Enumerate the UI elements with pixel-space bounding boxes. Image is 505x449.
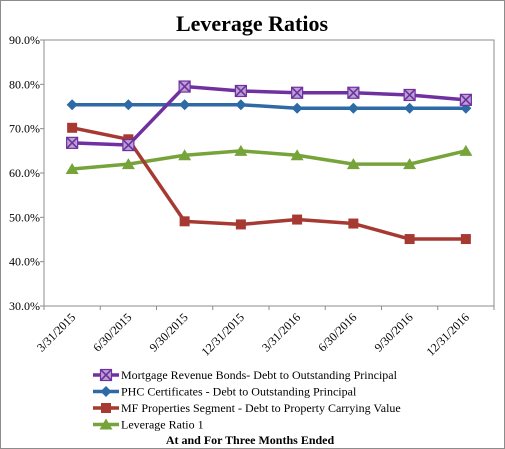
data-point-marker — [290, 149, 304, 161]
y-tick-label: 70.0% — [9, 122, 40, 136]
data-point-marker — [347, 102, 359, 114]
series-3 — [65, 144, 473, 175]
data-point-marker — [66, 99, 78, 111]
series-0 — [66, 80, 472, 152]
series-1 — [66, 99, 472, 114]
x-tick-label: 3/31/2015 — [34, 310, 78, 354]
legend-label: MF Properties Segment - Debt to Property… — [121, 401, 401, 415]
y-tick-label: 30.0% — [9, 299, 40, 313]
legend-marker — [100, 386, 112, 397]
data-point-marker — [179, 216, 190, 227]
data-point-marker — [459, 93, 472, 106]
data-point-marker — [178, 149, 192, 161]
data-point-marker — [291, 102, 303, 114]
x-axis: 3/31/2015 6/30/2015 9/30/2015 12/31/2015 3/3… — [34, 306, 495, 359]
data-point-marker — [66, 136, 79, 149]
x-tick-label: 12/31/2015 — [198, 310, 247, 359]
data-point-marker — [460, 234, 471, 245]
data-point-marker — [121, 158, 135, 170]
data-point-marker — [347, 86, 360, 99]
legend-marker — [99, 368, 113, 382]
data-point-marker — [67, 122, 78, 133]
x-tick-label: 6/30/2015 — [90, 310, 134, 354]
legend-item: MF Properties Segment - Debt to Property… — [93, 401, 401, 415]
data-point-marker — [404, 234, 415, 245]
legend-label: Mortgage Revenue Bonds- Debt to Outstand… — [121, 368, 398, 382]
x-tick-label: 3/31/2016 — [259, 310, 303, 354]
series-line — [72, 84, 467, 147]
data-point-marker — [179, 99, 191, 111]
legend-marker — [99, 418, 113, 430]
data-point-marker — [234, 144, 248, 156]
y-tick-label: 60.0% — [9, 166, 40, 180]
y-tick-label: 80.0% — [9, 77, 40, 91]
data-point-marker — [122, 138, 135, 152]
data-point-marker — [235, 219, 246, 230]
x-tick-label: 12/31/2016 — [423, 310, 472, 359]
legend-label: PHC Certificates - Debt to Outstanding P… — [121, 385, 357, 399]
series-line — [71, 126, 466, 241]
data-point-marker — [234, 84, 247, 98]
data-point-marker — [292, 214, 303, 225]
legend-label: Leverage Ratio 1 — [121, 418, 204, 432]
data-point-marker — [346, 158, 360, 170]
series-line — [71, 149, 467, 171]
data-point-marker — [178, 80, 191, 93]
data-point-marker — [122, 99, 134, 111]
data-point-marker — [459, 144, 473, 156]
x-tick-label: 9/30/2015 — [146, 310, 190, 354]
legend: Mortgage Revenue Bonds- Debt to Outstand… — [93, 368, 401, 432]
data-point-marker — [404, 102, 416, 114]
series-line — [72, 102, 466, 111]
data-point-marker — [348, 218, 359, 229]
x-axis-label: At and For Three Months Ended — [166, 433, 335, 447]
data-point-marker — [235, 99, 247, 111]
y-tick-label: 40.0% — [9, 255, 40, 269]
chart-title: Leverage Ratios — [176, 11, 329, 36]
data-point-marker — [403, 158, 417, 170]
y-tick-label: 50.0% — [9, 210, 40, 224]
y-tick-label: 90.0% — [9, 33, 40, 47]
legend-marker — [101, 403, 111, 413]
legend-item: Mortgage Revenue Bonds- Debt to Outstand… — [93, 368, 398, 382]
legend-item: Leverage Ratio 1 — [93, 418, 204, 432]
data-point-marker — [291, 86, 304, 99]
data-point-marker — [403, 88, 416, 102]
x-tick-label: 6/30/2016 — [315, 310, 359, 354]
plot-area — [43, 39, 495, 307]
y-axis: 30.0% 40.0% 50.0% 60.0% 70.0% 80.0% 90.0% — [9, 33, 44, 313]
x-tick-label: 9/30/2016 — [371, 310, 415, 354]
series-layer — [65, 80, 473, 245]
legend-item: PHC Certificates - Debt to Outstanding P… — [93, 385, 357, 399]
data-point-marker — [65, 163, 79, 175]
